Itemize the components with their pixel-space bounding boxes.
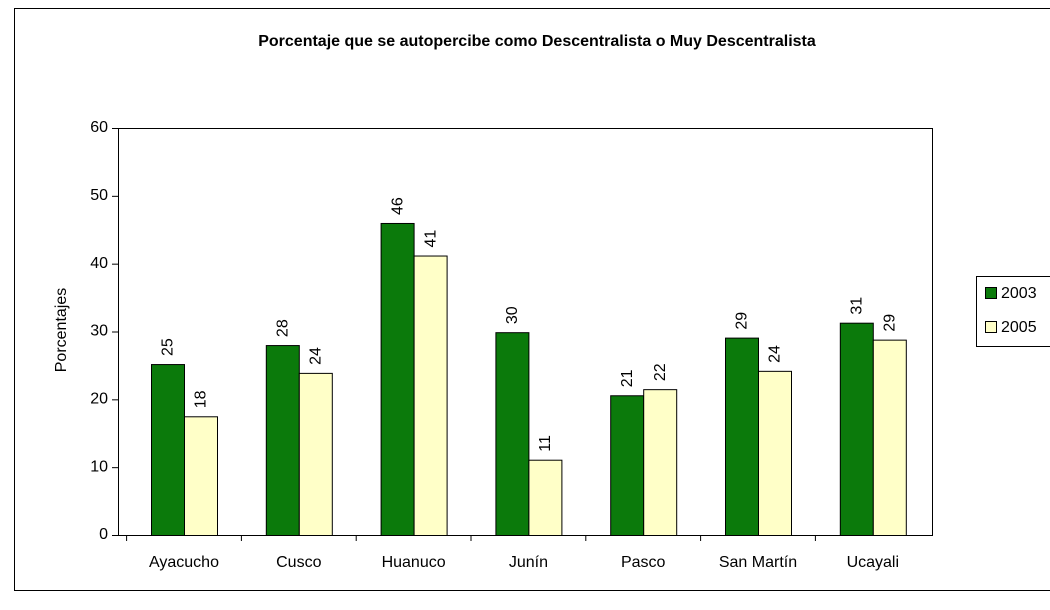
- data-label: 46: [389, 197, 406, 215]
- data-label: 29: [734, 312, 751, 330]
- data-label: 24: [767, 345, 784, 363]
- data-label: 22: [652, 363, 669, 381]
- x-tick-label: Pasco: [621, 554, 666, 571]
- legend-label: 2005: [1001, 319, 1037, 336]
- bar: [758, 370, 792, 536]
- bar: [413, 255, 448, 536]
- data-label: 29: [882, 314, 899, 332]
- bar: [725, 337, 759, 537]
- y-tick-label: 30: [90, 323, 108, 340]
- bar: [610, 395, 645, 536]
- chart-title: Porcentaje que se autopercibe como Desce…: [258, 33, 816, 50]
- data-label: 24: [308, 347, 325, 365]
- x-tick-label: Junín: [509, 554, 548, 571]
- bar: [872, 339, 907, 537]
- legend-swatch: [985, 287, 997, 299]
- data-label: 21: [619, 369, 636, 387]
- y-tick-label: 60: [90, 119, 108, 136]
- x-tick-label: San Martín: [719, 554, 797, 571]
- legend-swatch: [985, 321, 997, 333]
- y-tick-label: 0: [99, 526, 108, 543]
- legend-label: 2003: [1001, 285, 1037, 302]
- data-label: 18: [193, 390, 210, 408]
- x-tick-label: Huanuco: [382, 554, 446, 571]
- data-label: 41: [422, 230, 439, 248]
- y-tick-label: 40: [90, 255, 108, 272]
- y-axis-label: Porcentajes: [53, 288, 70, 373]
- data-label: 11: [537, 435, 554, 452]
- y-tick-label: 50: [90, 187, 108, 204]
- data-label: 25: [160, 338, 177, 356]
- bar: [839, 322, 874, 536]
- bar: [495, 332, 530, 537]
- bar: [380, 222, 415, 536]
- bar: [184, 416, 218, 536]
- bar: [298, 372, 333, 536]
- x-tick-label: Ayacucho: [149, 554, 219, 571]
- bar: [528, 459, 563, 536]
- data-label: 31: [849, 297, 866, 315]
- bar: [151, 364, 185, 536]
- y-tick-label: 20: [90, 391, 108, 408]
- data-label: 30: [504, 306, 521, 324]
- bar: [265, 345, 300, 537]
- data-label: 28: [275, 319, 292, 337]
- bar: [643, 389, 678, 536]
- x-tick-label: Cusco: [276, 554, 321, 571]
- y-tick-label: 10: [90, 458, 108, 475]
- x-tick-label: Ucayali: [847, 554, 899, 571]
